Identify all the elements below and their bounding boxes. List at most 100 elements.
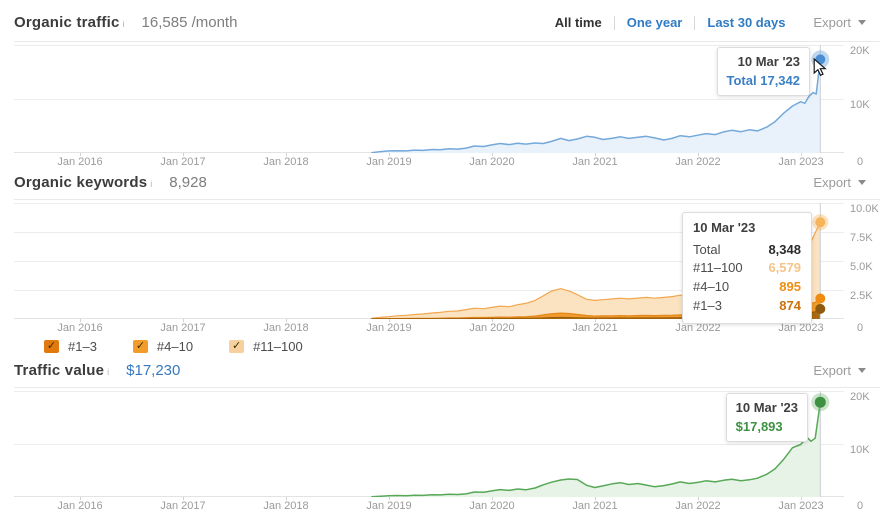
tooltip-row: #1–3 874 [693,298,801,314]
x-axis-tick [80,319,81,322]
organic-keywords-section: Organic keywords i 8,928 Export 10 Mar '… [14,168,880,356]
series-line [371,402,822,497]
x-axis-tick [80,153,81,156]
tooltip-date: 10 Mar '23 [737,54,800,69]
export-button[interactable]: Export [813,363,866,378]
x-axis-tick [389,319,390,322]
chart-tooltip: 10 Mar '23 Total 17,342 [716,47,810,97]
organic-traffic-section: Organic traffic i 16,585 /month All time… [14,0,880,168]
x-axis: Jan 2016 Jan 2017 Jan 2018 Jan 2019 Jan 2020… [14,497,880,512]
y-axis-label: 20K [850,391,870,403]
export-button[interactable]: Export [813,15,866,30]
x-axis-label: Jan 2023 [778,156,824,168]
x-axis-tick [492,497,493,500]
legend-item-4-10[interactable]: ✓ #4–10 [132,339,193,354]
export-button[interactable]: Export [813,175,866,190]
legend-item-11-100[interactable]: ✓ #11–100 [229,339,303,354]
checkbox-checked-icon[interactable]: ✓ [229,339,245,353]
tooltip-row: #11–100 6,579 [693,260,801,276]
chart-title: Traffic value [14,362,105,379]
legend-label: #1–3 [68,338,97,354]
x-axis-tick [801,153,802,156]
y-axis-zero-label: 0 [857,322,864,334]
x-axis-tick [183,153,184,156]
range-tab-all-time[interactable]: All time [554,15,602,30]
headline-value: 16,585 /month [141,14,238,31]
x-axis-label: Jan 2021 [572,322,618,334]
y-axis-zero-label: 0 [857,156,864,168]
organic-keywords-plot[interactable]: 10 Mar '23 Total 8,348 #11–100 6,579 #4–10… [14,203,880,324]
headline-value: 8,928 [169,174,207,191]
x-axis-tick [183,497,184,500]
legend-label: #11–100 [253,338,303,354]
y-axis-label: 10.0K [850,203,879,215]
legend-item-1-3[interactable]: ✓ #1–3 [44,339,97,354]
data-point-marker [815,217,826,228]
tooltip-row: #4–10 895 [693,279,801,295]
organic-traffic-plot[interactable]: 10 Mar '23 Total 17,342 20K 10K [14,45,880,153]
separator [694,15,696,30]
info-icon[interactable]: i [107,367,110,377]
x-axis: Jan 2016 Jan 2017 Jan 2018 Jan 2019 Jan 2020… [14,153,880,168]
tooltip-row: Total 8,348 [693,241,801,257]
y-axis-label: 10K [850,444,870,456]
x-axis-label: Jan 2022 [675,322,721,334]
tooltip-value: Total 17,342 [726,72,800,88]
x-axis-label: Jan 2018 [263,500,309,512]
tooltip-value: $17,893 [735,418,783,434]
range-tab-last-30-days[interactable]: Last 30 days [707,15,786,30]
x-axis-label: Jan 2016 [57,322,103,334]
y-axis-label: 5.0K [850,261,873,273]
traffic-value-plot[interactable]: 10 Mar '23 $17,893 20K 10K [14,391,880,497]
x-axis-tick [801,497,802,500]
x-axis-tick [492,319,493,322]
x-axis-label: Jan 2017 [160,322,206,334]
chart-tooltip: 10 Mar '23 $17,893 [725,393,808,443]
x-axis-label: Jan 2017 [160,156,206,168]
chart-canvas[interactable] [14,45,844,153]
headline-value: $17,230 [126,362,181,379]
x-axis-label: Jan 2019 [366,500,412,512]
range-controls: All time One year Last 30 days Export [555,15,866,30]
x-axis-tick [595,153,596,156]
info-icon[interactable]: i [150,179,153,189]
x-axis-label: Jan 2018 [263,322,309,334]
data-point-marker [814,396,826,408]
x-axis-tick [286,497,287,500]
x-axis-tick [80,497,81,500]
mouse-cursor-icon [813,57,828,82]
x-axis-label: Jan 2020 [469,156,515,168]
separator [613,15,615,30]
export-label: Export [813,175,851,190]
x-axis-tick [698,497,699,500]
x-axis-label: Jan 2020 [469,322,515,334]
chart-title: Organic traffic [14,14,120,31]
x-axis-label: Jan 2016 [57,500,103,512]
x-axis-tick [595,497,596,500]
traffic-value-header: Traffic value i $17,230 Export [14,356,880,388]
x-axis-tick [286,153,287,156]
traffic-value-section: Traffic value i $17,230 Export 10 Mar '2… [14,356,880,512]
series-line [371,59,822,153]
chart-canvas[interactable] [14,391,844,497]
x-axis-tick [389,153,390,156]
checkbox-checked-icon[interactable]: ✓ [132,339,148,353]
series-area [371,402,821,497]
x-axis-label: Jan 2018 [263,156,309,168]
x-axis: Jan 2016 Jan 2017 Jan 2018 Jan 2019 Jan 2020… [14,319,880,334]
organic-traffic-header: Organic traffic i 16,585 /month All time… [14,0,880,42]
y-axis-label: 2.5K [850,290,873,302]
x-axis-tick [389,497,390,500]
y-axis-label: 10K [850,99,870,111]
organic-keywords-header: Organic keywords i 8,928 Export [14,168,880,200]
range-tab-one-year[interactable]: One year [626,15,683,30]
info-icon[interactable]: i [122,19,125,29]
x-axis-label: Jan 2023 [778,500,824,512]
tooltip-date: 10 Mar '23 [693,220,756,235]
x-axis-label: Jan 2019 [366,322,412,334]
y-axis-zero-label: 0 [857,500,864,512]
export-label: Export [813,363,851,378]
checkbox-checked-icon[interactable]: ✓ [44,339,59,353]
x-axis-label: Jan 2016 [57,156,103,168]
chevron-down-icon [858,20,866,25]
